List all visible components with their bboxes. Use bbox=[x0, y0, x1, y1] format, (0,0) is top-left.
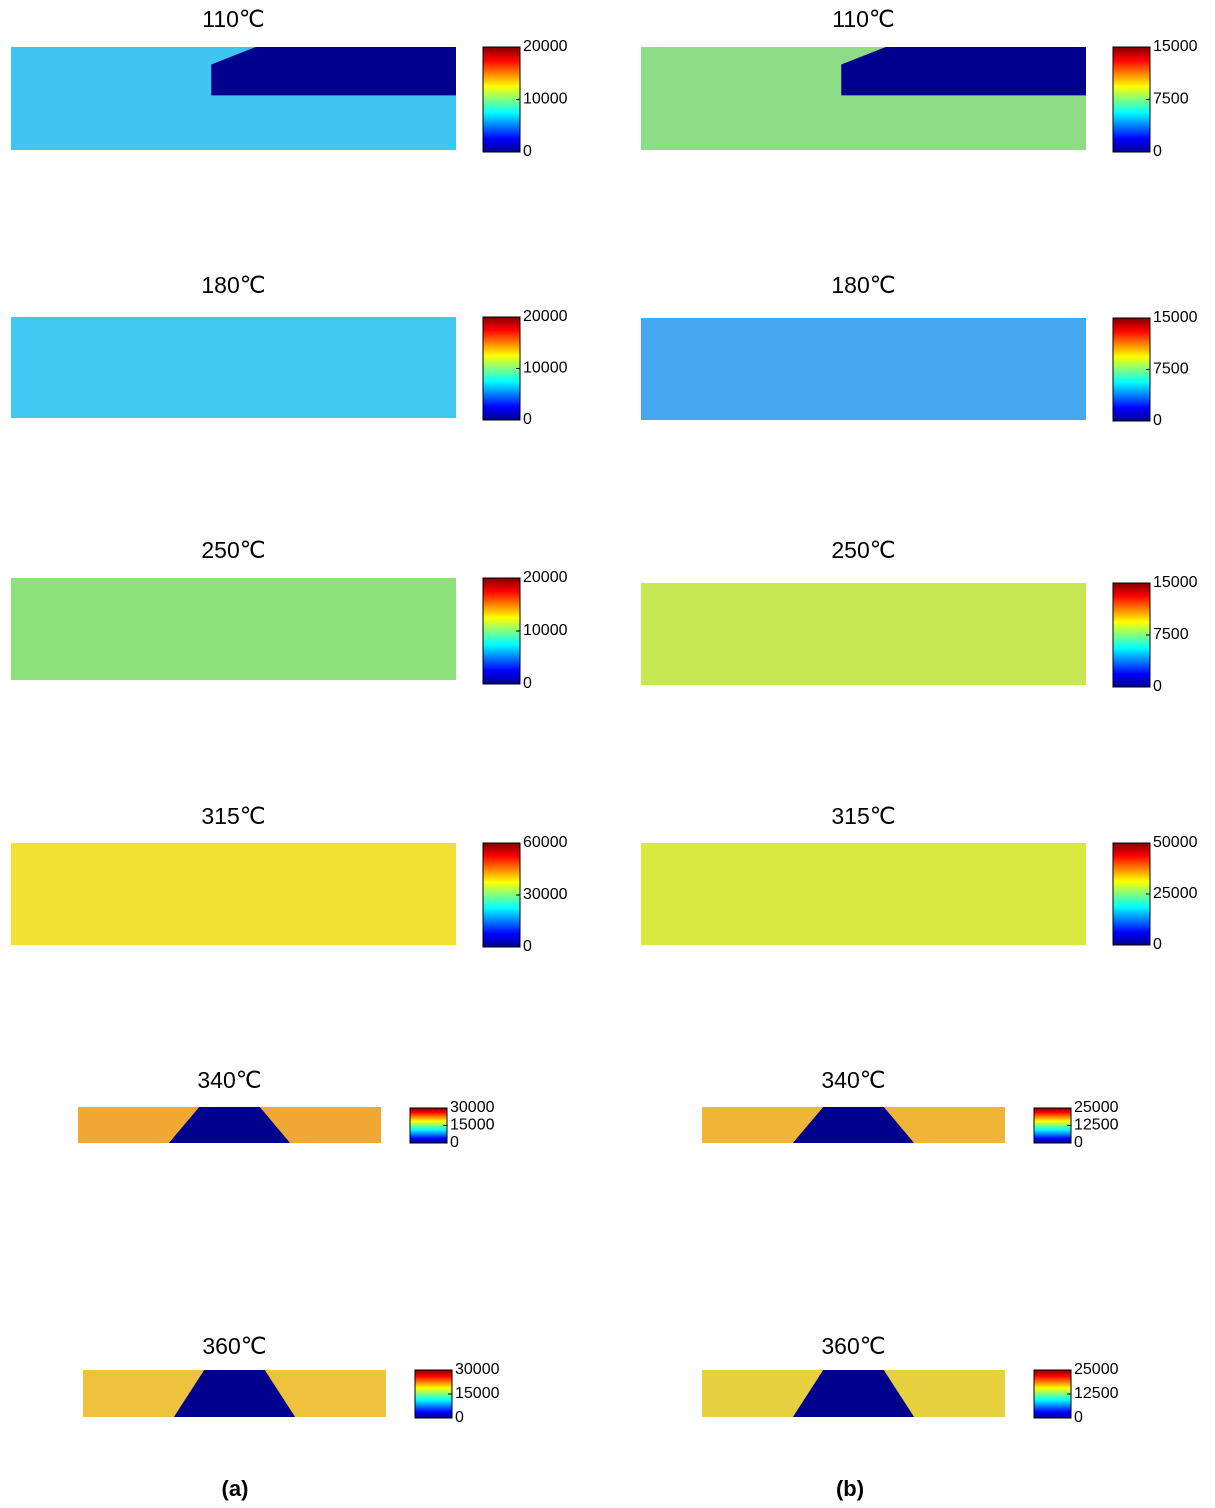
colorbar-tick-label: 0 bbox=[1153, 143, 1162, 160]
colorbar-tick-label: 25000 bbox=[1074, 1361, 1119, 1378]
colorbar-tick-label: 50000 bbox=[1153, 834, 1198, 851]
caption: (b) bbox=[836, 1476, 864, 1501]
masked-region bbox=[211, 47, 456, 96]
panel-title: 315℃ bbox=[201, 803, 265, 829]
panel-title: 250℃ bbox=[201, 537, 265, 563]
heatmap-image bbox=[11, 578, 456, 680]
colorbar bbox=[482, 842, 521, 948]
panel-title: 340℃ bbox=[821, 1067, 885, 1093]
panel-title: 315℃ bbox=[831, 803, 895, 829]
colorbar bbox=[409, 1107, 448, 1144]
masked-region bbox=[792, 1370, 915, 1417]
colorbar-tick-label: 15000 bbox=[1153, 309, 1198, 326]
colorbar bbox=[1112, 317, 1151, 422]
colorbar bbox=[1112, 46, 1151, 153]
colorbar bbox=[1112, 582, 1151, 688]
colorbar-tick-label: 0 bbox=[1153, 412, 1162, 429]
colorbar-tick-label: 0 bbox=[523, 143, 532, 160]
colorbar-tick-label: 30000 bbox=[450, 1099, 495, 1116]
colorbar-tick-label: 10000 bbox=[523, 91, 568, 108]
colorbar-tick-label: 7500 bbox=[1153, 626, 1189, 643]
heatmap-image bbox=[11, 317, 456, 418]
panel-title: 340℃ bbox=[197, 1067, 261, 1093]
colorbar-tick-label: 20000 bbox=[523, 569, 568, 586]
masked-region bbox=[173, 1370, 296, 1417]
colorbar-tick-label: 0 bbox=[1153, 678, 1162, 695]
colorbar-tick-label: 25000 bbox=[1153, 885, 1198, 902]
masked-region bbox=[168, 1107, 291, 1143]
panel-title: 360℃ bbox=[821, 1333, 885, 1359]
masked-region bbox=[792, 1107, 915, 1143]
colorbar-tick-label: 30000 bbox=[523, 886, 568, 903]
colorbar-tick-label: 60000 bbox=[523, 834, 568, 851]
panel-title: 110℃ bbox=[832, 6, 895, 32]
heatmap-image bbox=[641, 843, 1086, 945]
colorbar-tick-label: 12500 bbox=[1074, 1385, 1119, 1402]
panel-title: 360℃ bbox=[202, 1333, 266, 1359]
colorbar-tick-label: 0 bbox=[523, 411, 532, 428]
panel-title: 180℃ bbox=[831, 272, 895, 298]
colorbar-tick-label: 0 bbox=[1074, 1134, 1083, 1151]
colorbar bbox=[482, 577, 521, 685]
colorbar-tick-label: 30000 bbox=[455, 1361, 500, 1378]
panel-title: 180℃ bbox=[201, 272, 265, 298]
heatmap-image bbox=[641, 318, 1086, 420]
colorbar bbox=[482, 46, 521, 153]
colorbar bbox=[482, 316, 521, 421]
colorbar-tick-label: 0 bbox=[455, 1409, 464, 1426]
colorbar-tick-label: 12500 bbox=[1074, 1117, 1119, 1134]
colorbar-tick-label: 0 bbox=[523, 938, 532, 955]
colorbar-tick-label: 0 bbox=[1074, 1409, 1083, 1426]
panel-title: 110℃ bbox=[202, 6, 265, 32]
heatmap-image bbox=[11, 843, 456, 945]
panel-title: 250℃ bbox=[831, 537, 895, 563]
heatmap-image bbox=[641, 583, 1086, 685]
colorbar-tick-label: 15000 bbox=[455, 1385, 500, 1402]
colorbar-tick-label: 15000 bbox=[1153, 574, 1198, 591]
colorbar-tick-label: 20000 bbox=[523, 38, 568, 55]
colorbar bbox=[1033, 1107, 1072, 1144]
colorbar-tick-label: 0 bbox=[523, 675, 532, 692]
colorbar bbox=[1112, 842, 1151, 946]
colorbar-tick-label: 0 bbox=[1153, 936, 1162, 953]
colorbar-tick-label: 7500 bbox=[1153, 361, 1189, 378]
colorbar bbox=[1033, 1369, 1072, 1419]
colorbar-tick-label: 25000 bbox=[1074, 1099, 1119, 1116]
colorbar-tick-label: 10000 bbox=[523, 360, 568, 377]
colorbar-tick-label: 0 bbox=[450, 1134, 459, 1151]
colorbar bbox=[414, 1369, 453, 1419]
masked-region bbox=[841, 47, 1086, 96]
colorbar-tick-label: 7500 bbox=[1153, 91, 1189, 108]
caption: (a) bbox=[222, 1476, 249, 1501]
colorbar-tick-label: 15000 bbox=[450, 1117, 495, 1134]
colorbar-tick-label: 10000 bbox=[523, 622, 568, 639]
colorbar-tick-label: 15000 bbox=[1153, 38, 1198, 55]
colorbar-tick-label: 20000 bbox=[523, 308, 568, 325]
